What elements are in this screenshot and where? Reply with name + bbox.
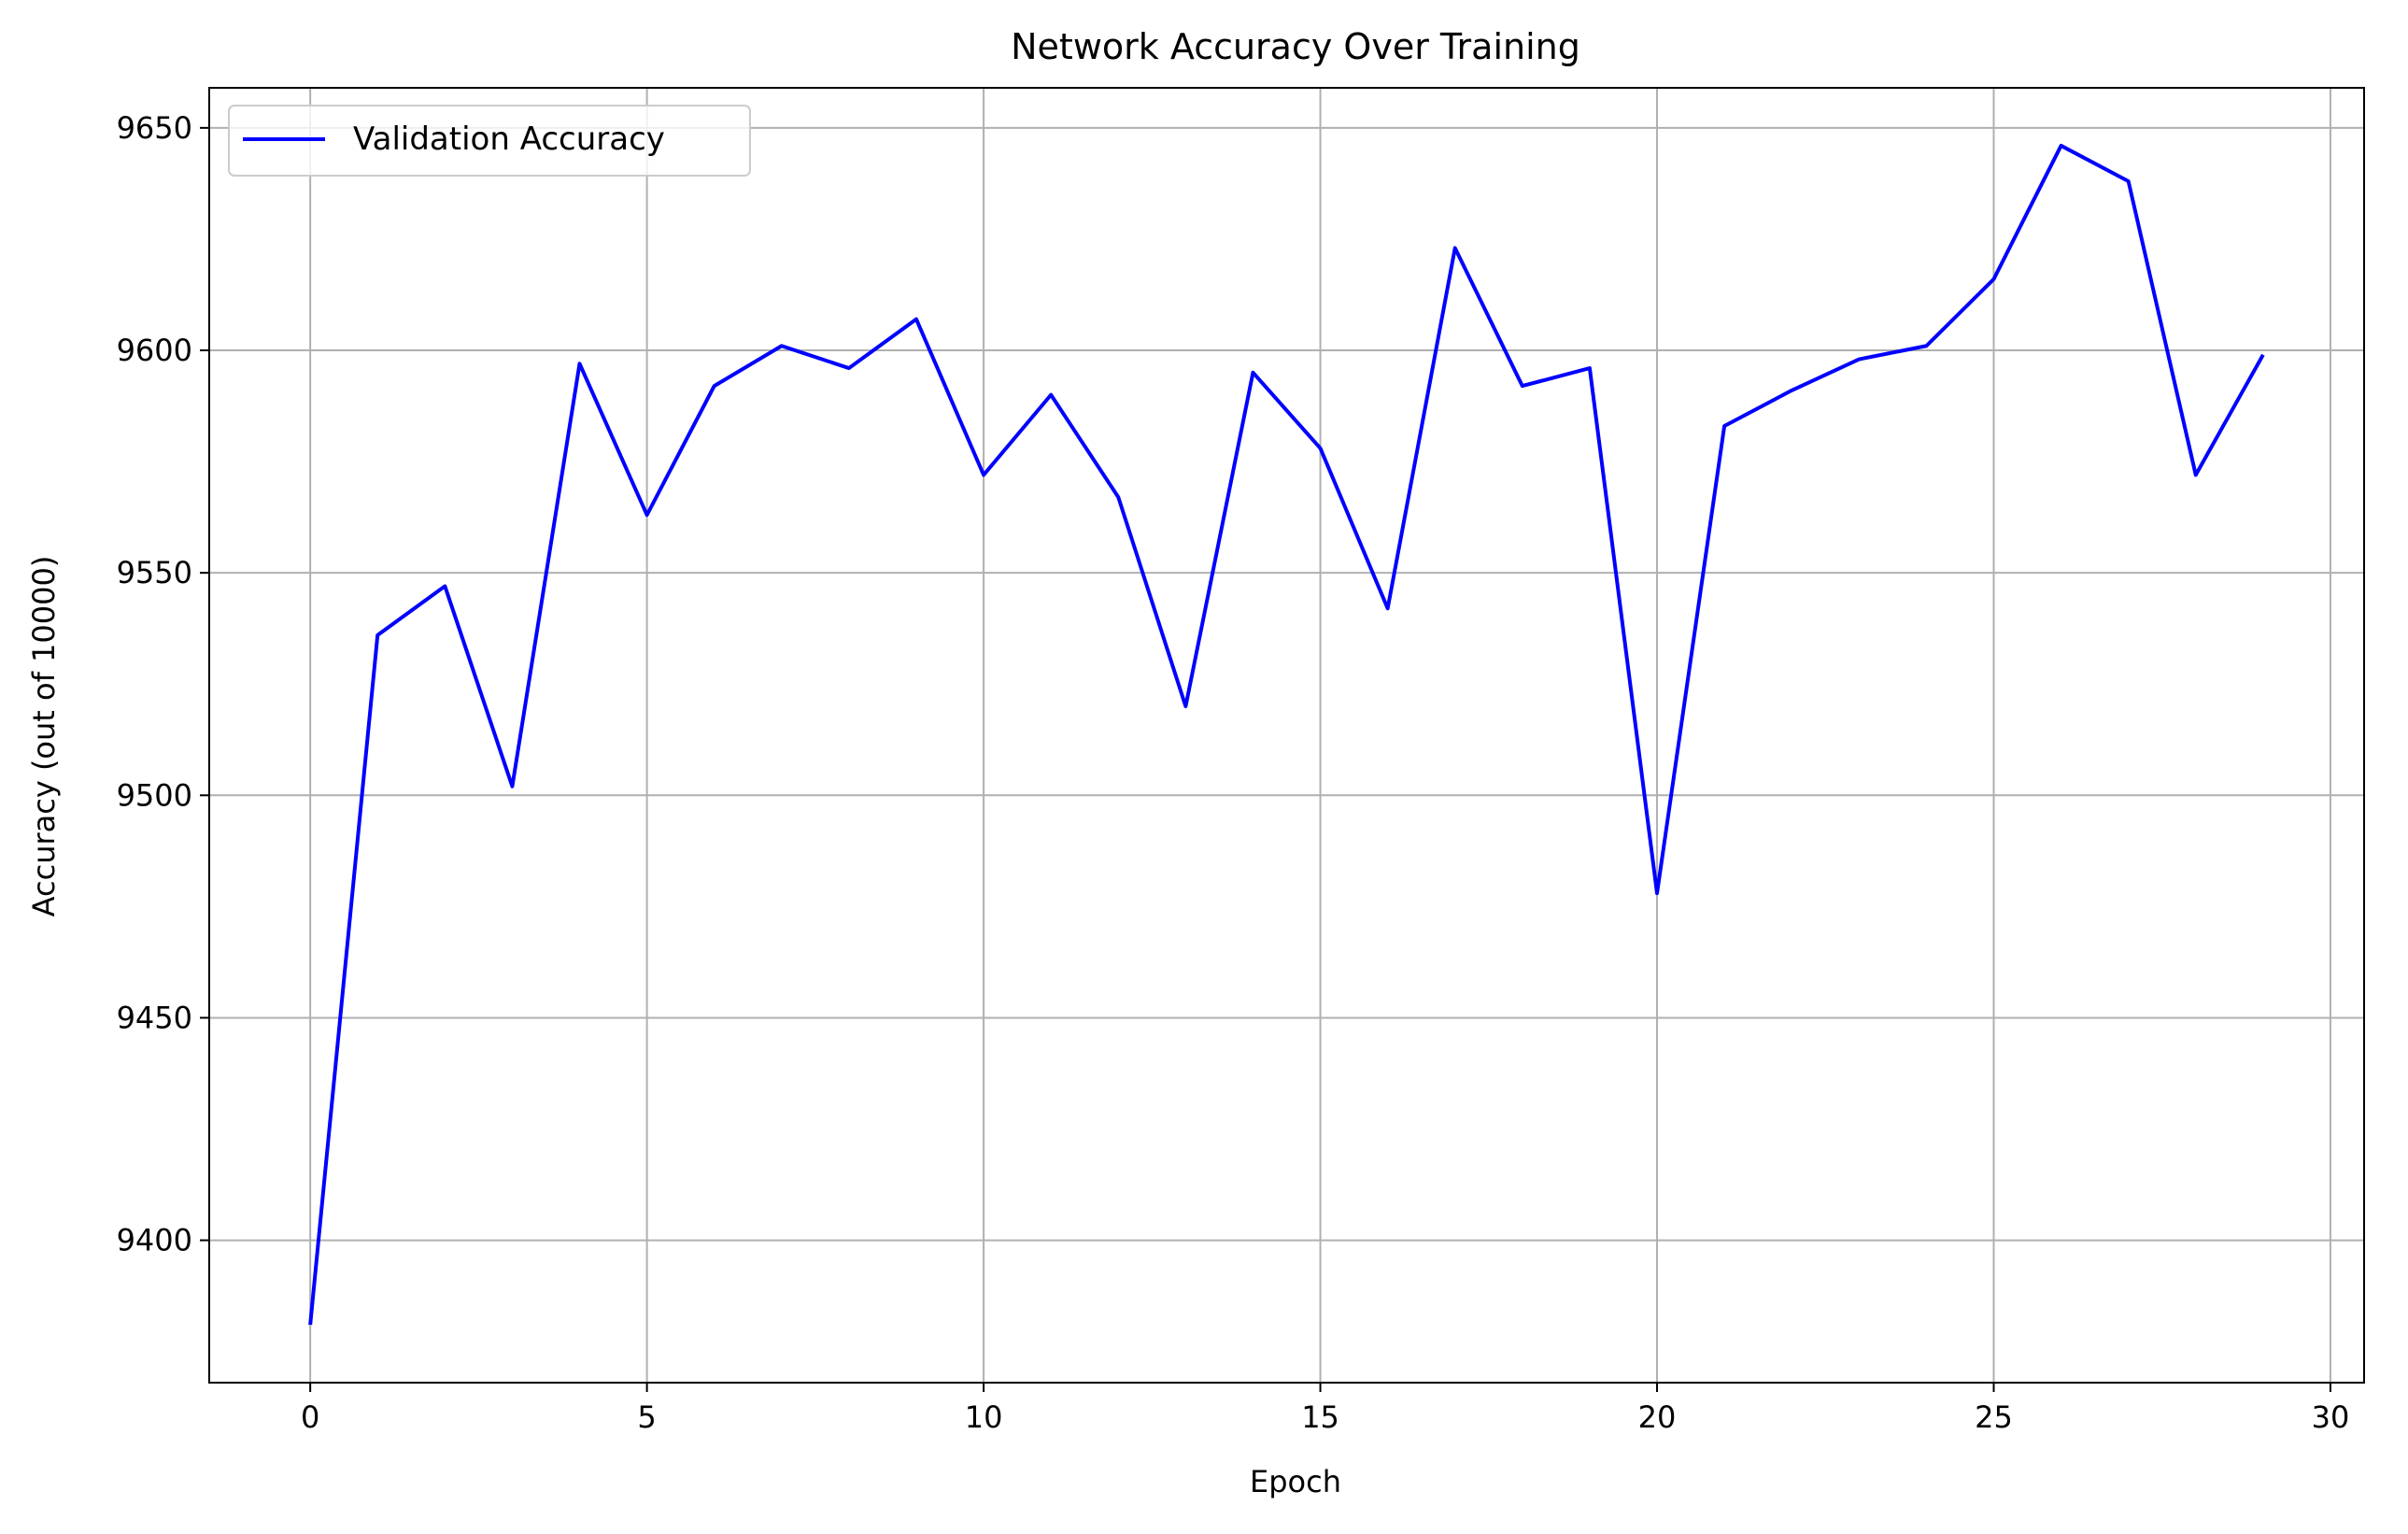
- y-tick-label: 9650: [117, 110, 192, 146]
- legend-box: [228, 105, 751, 177]
- y-tick-label: 9550: [117, 555, 192, 590]
- series-layer: [308, 143, 2265, 1326]
- plot-area-frame: [208, 87, 2365, 1384]
- series-line-validation-accuracy: [308, 143, 2265, 1326]
- x-tick-label: 30: [2312, 1399, 2350, 1435]
- legend-label-validation-accuracy: Validation Accuracy: [353, 121, 665, 158]
- y-tick-label: 9600: [117, 333, 192, 368]
- y-tick-label: 9400: [117, 1223, 192, 1258]
- y-tick-label: 9450: [117, 1000, 192, 1035]
- x-axis-label: Epoch: [1250, 1464, 1341, 1499]
- y-tick-label: 9500: [117, 777, 192, 813]
- chart-title: Network Accuracy Over Training: [1011, 26, 1580, 67]
- x-tick-label: 25: [1975, 1399, 2013, 1435]
- x-tick-label: 10: [965, 1399, 1003, 1435]
- x-tick-label: 20: [1638, 1399, 1677, 1435]
- y-axis-label: Accuracy (out of 10000): [26, 556, 62, 917]
- x-tick-label: 15: [1301, 1399, 1339, 1435]
- x-tick-label: 0: [301, 1399, 319, 1435]
- grid-lines: [209, 88, 2364, 1383]
- legend: Validation Accuracy: [228, 105, 751, 177]
- axis-ticks: 0 5 10 15 20 25 30 9400 9450 9500 9550 9600 9650: [117, 110, 2350, 1435]
- x-tick-label: 5: [637, 1399, 656, 1435]
